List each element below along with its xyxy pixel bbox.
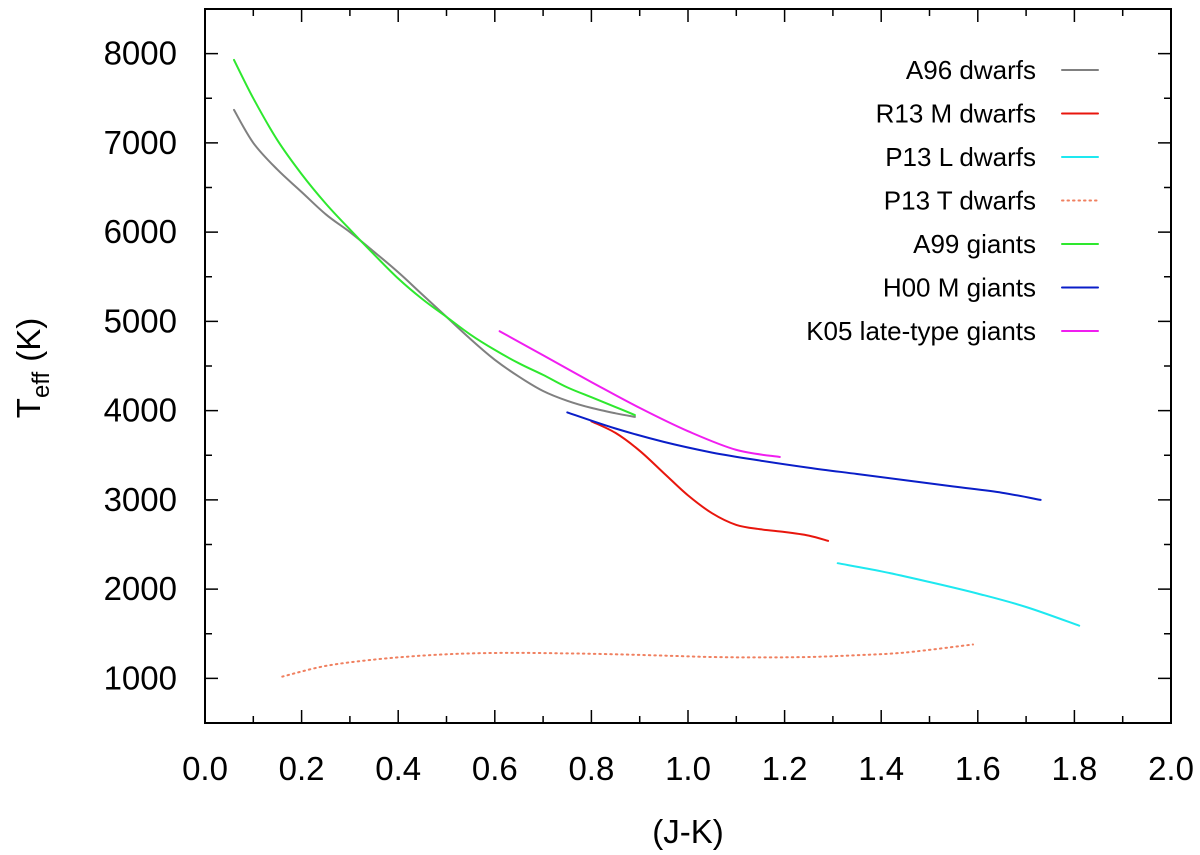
x-tick-label: 0.8 — [568, 750, 614, 787]
y-tick-label: 1000 — [104, 659, 177, 696]
x-axis-title: (J-K) — [652, 813, 723, 850]
y-tick-label: 7000 — [104, 124, 177, 161]
axis-ticks — [204, 8, 1172, 724]
x-tick-label: 2.0 — [1148, 750, 1194, 787]
y-axis-title-unit: (K) — [10, 318, 47, 362]
x-tick-label: 0.2 — [279, 750, 325, 787]
y-tick-labels: 1000 2000 3000 4000 5000 6000 7000 8000 — [104, 35, 177, 697]
y-tick-label: 5000 — [104, 302, 177, 339]
x-tick-label: 0.0 — [182, 750, 228, 787]
legend-label-a99-giants: A99 giants — [913, 229, 1036, 259]
x-tick-label: 1.6 — [955, 750, 1001, 787]
x-tick-label: 1.8 — [1051, 750, 1097, 787]
x-tick-label: 0.4 — [375, 750, 421, 787]
x-tick-label: 1.2 — [762, 750, 808, 787]
series-line-a99-giants — [233, 58, 636, 417]
y-axis-title-subscript: eff — [28, 371, 55, 398]
legend-label-p13-l-dwarfs: P13 L dwarfs — [885, 142, 1036, 172]
x-tick-label: 1.4 — [858, 750, 904, 787]
series-line-k05-late-type-giants — [498, 330, 781, 458]
series-line-a96-dwarfs — [233, 108, 636, 418]
series-line-p13-t-dwarfs — [281, 643, 974, 678]
series-line-h00-m-giants — [566, 411, 1042, 501]
legend-label-k05-late-type-giants: K05 late-type giants — [806, 316, 1036, 346]
x-tick-labels: 0.0 0.2 0.4 0.6 0.8 1.0 1.2 1.4 1.6 1.8 2.0 — [182, 750, 1194, 787]
y-tick-label: 6000 — [104, 213, 177, 250]
y-axis-title-main: T — [10, 398, 47, 418]
legend-label-a96-dwarfs: A96 dwarfs — [906, 55, 1036, 85]
series-line-p13-l-dwarfs — [836, 562, 1081, 627]
series-line-r13-m-dwarfs — [590, 420, 830, 542]
legend-label-p13-t-dwarfs: P13 T dwarfs — [884, 186, 1036, 216]
x-tick-label: 0.6 — [472, 750, 518, 787]
series-curves — [233, 58, 1081, 678]
y-tick-label: 3000 — [104, 481, 177, 518]
y-tick-label: 4000 — [104, 392, 177, 429]
y-tick-label: 2000 — [104, 570, 177, 607]
legend: A96 dwarfs R13 M dwarfs P13 L dwarfs P13 T … — [806, 55, 1099, 346]
y-axis-title: Teff (K) — [10, 318, 55, 418]
legend-label-r13-m-dwarfs: R13 M dwarfs — [876, 99, 1036, 129]
legend-label-h00-m-giants: H00 M giants — [883, 273, 1036, 303]
y-tick-label: 8000 — [104, 35, 177, 72]
x-tick-label: 1.0 — [665, 750, 711, 787]
